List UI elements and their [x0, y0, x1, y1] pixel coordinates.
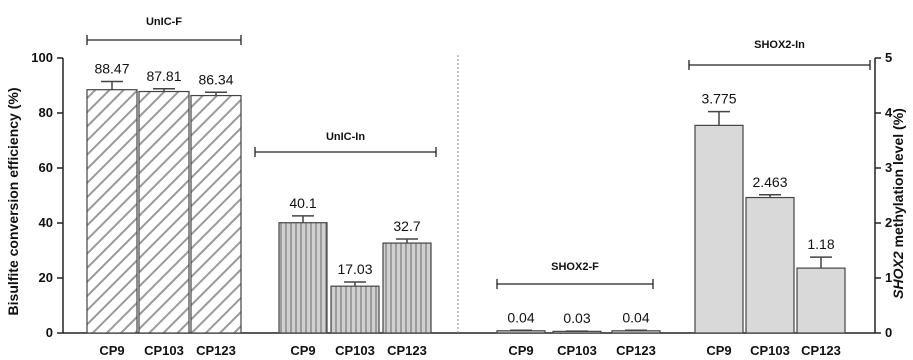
category-label: CP123 [387, 343, 427, 358]
left-y-axis: 0 20 40 60 80 100 [31, 50, 64, 340]
group-title: UnIC-F [146, 16, 182, 28]
left-tick-label: 0 [46, 325, 53, 340]
bar [694, 124, 744, 334]
right-tick-label: 2 [885, 215, 892, 230]
right-tick-label: 3 [885, 160, 892, 175]
data-label: 17.03 [337, 261, 372, 277]
left-tick-label: 40 [39, 215, 53, 230]
y-axis-title-left: Bisulfite conversion efficiency (%) [5, 88, 21, 316]
y-axis-title-right-rest: methylation level (%) [890, 108, 906, 251]
bars-layer [86, 80, 846, 334]
data-label: 0.03 [563, 310, 590, 326]
left-tick-label: 100 [31, 50, 53, 65]
data-label: 0.04 [507, 309, 534, 325]
labels-layer: 88.47 CP9 87.81 CP103 86.34 CP123 40.1 CP9 17.03… [94, 60, 840, 358]
data-label: 88.47 [94, 60, 129, 76]
category-label: CP103 [750, 343, 790, 358]
y-axis-title-right-gene: SHOX2 [890, 251, 906, 299]
category-label: CP9 [706, 343, 731, 358]
bar [278, 222, 328, 334]
group-title: SHOX2-F [551, 261, 599, 273]
category-label: CP123 [196, 343, 236, 358]
right-y-axis: 0 1 2 3 4 5 [874, 50, 893, 340]
left-tick-label: 60 [39, 160, 53, 175]
data-label: 3.775 [701, 91, 736, 107]
group-title: SHOX2-In [754, 39, 805, 51]
bar [86, 89, 138, 334]
bar [796, 267, 846, 334]
right-tick-label: 0 [885, 325, 892, 340]
category-label: CP123 [616, 343, 656, 358]
right-tick-label: 1 [885, 270, 892, 285]
data-label: 32.7 [393, 218, 420, 234]
category-label: CP9 [99, 343, 124, 358]
data-label: 87.81 [146, 68, 181, 84]
category-label: CP103 [144, 343, 184, 358]
left-tick-label: 20 [39, 270, 53, 285]
category-label: CP9 [508, 343, 533, 358]
bar [330, 285, 380, 334]
bar [496, 330, 546, 334]
category-label: CP123 [801, 343, 841, 358]
right-tick-label: 4 [885, 105, 893, 120]
right-tick-label: 5 [885, 50, 892, 65]
left-tick-label: 80 [39, 105, 53, 120]
data-label: 0.04 [622, 309, 649, 325]
data-label: 40.1 [289, 195, 316, 211]
group-brackets-layer: UnIC-F UnIC-In SHOX2-F SHOX2-In [86, 16, 871, 289]
data-label: 86.34 [198, 71, 233, 87]
data-label: 1.18 [807, 236, 834, 252]
bar [745, 196, 795, 334]
category-label: CP9 [290, 343, 315, 358]
group-title: UnIC-In [326, 131, 365, 143]
category-label: CP103 [557, 343, 597, 358]
category-label: CP103 [335, 343, 375, 358]
bar [138, 90, 190, 334]
data-label: 2.463 [752, 174, 787, 190]
y-axis-title-right: SHOX2 methylation level (%) [890, 108, 906, 299]
bar [190, 94, 242, 334]
bar [382, 242, 432, 334]
bar [611, 330, 661, 334]
